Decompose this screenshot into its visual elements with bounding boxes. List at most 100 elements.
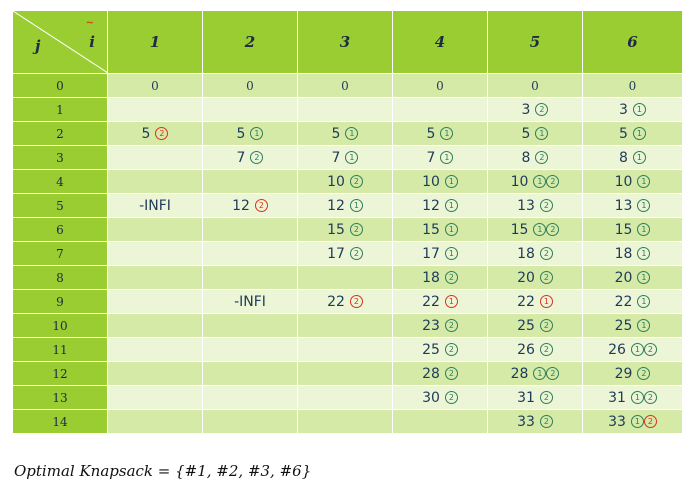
table-cell [297, 97, 393, 122]
cell-value: -INFI [139, 197, 171, 214]
cell-value: 15 [510, 221, 529, 238]
corner-header: j ~ i [12, 10, 108, 74]
item-marks: 1 [345, 127, 359, 140]
item-marks: 2 [349, 175, 363, 188]
table-cell [202, 169, 298, 194]
table-cell: 0 [582, 73, 683, 98]
circled-item-2-icon: 2 [444, 343, 458, 356]
diagonal-divider [13, 11, 108, 73]
table-cell [297, 313, 393, 338]
circled-item-1-icon: 1 [637, 319, 651, 332]
i-mark: ~ [85, 18, 94, 29]
cell-value: 5 [426, 125, 436, 142]
circled-item-2-icon: 2 [444, 367, 458, 380]
table-cell: 17 2 [297, 241, 393, 266]
item-marks: 2 [349, 247, 363, 260]
cell-value: 22 [327, 293, 345, 310]
row-header-j: 5 [12, 193, 108, 218]
table-cell: 26 1 2 [582, 337, 683, 362]
table-row: 13 30 2 31 2 31 1 2 [12, 385, 683, 410]
cell-value: 15 [327, 221, 345, 238]
circled-item-1-icon: 1 [630, 343, 644, 356]
circled-item-2-icon: 2 [539, 415, 553, 428]
circled-item-2-icon: 2 [444, 319, 458, 332]
cell-content: 10 2 [327, 174, 363, 190]
table-cell: 29 2 [582, 361, 683, 386]
cell-value: 17 [422, 245, 440, 262]
table-cell: 33 1 2 [582, 409, 683, 434]
circled-item-2-icon: 2 [643, 391, 657, 404]
table-cell: 22 2 [297, 289, 393, 314]
cell-value: 0 [151, 78, 159, 93]
cell-content: 25 2 [517, 318, 553, 334]
table-cell: 15 1 2 [487, 217, 583, 242]
table-cell: 0 [487, 73, 583, 98]
table-row: 9 -INFI 22 2 22 1 22 1 22 1 [12, 289, 683, 314]
row-header-j: 10 [12, 313, 108, 338]
cell-content: 13 1 [615, 198, 651, 214]
cell-content: 29 2 [615, 366, 651, 382]
cell-content: 10 1 [422, 174, 458, 190]
circled-item-1-icon: 1 [539, 295, 553, 308]
table-cell [107, 217, 203, 242]
table-cell: -INFI [107, 193, 203, 218]
table-cell [392, 97, 488, 122]
circled-item-1-icon: 1 [630, 391, 644, 404]
item-marks: 2 [250, 151, 264, 164]
circled-item-2-icon: 2 [539, 199, 553, 212]
column-header: 6 [582, 10, 683, 74]
item-marks: 1 [632, 151, 646, 164]
row-header-j: 2 [12, 121, 108, 146]
cell-value: 18 [422, 269, 440, 286]
cell-value: 20 [614, 269, 633, 286]
cell-value: 8 [619, 149, 628, 166]
circled-item-2-icon: 2 [539, 247, 553, 260]
cell-value: 7 [331, 149, 341, 166]
cell-value: 10 [422, 173, 440, 190]
circled-item-1-icon: 1 [632, 151, 646, 164]
item-marks: 1 [637, 199, 651, 212]
cell-value: 13 [517, 197, 535, 214]
table-cell [107, 241, 203, 266]
circled-item-1-icon: 1 [533, 367, 547, 380]
cell-value: 31 [517, 389, 535, 406]
cell-value: 26 [517, 341, 535, 358]
table-cell [202, 385, 298, 410]
item-marks: 1 [637, 223, 651, 236]
column-header: 4 [392, 10, 488, 74]
table-cell [202, 217, 298, 242]
table-row: 8 18 2 20 2 20 1 [12, 265, 683, 290]
item-marks: 1 [444, 247, 458, 260]
cell-content: 12 1 [327, 198, 363, 214]
item-marks: 1 [632, 103, 646, 116]
table-cell: 20 2 [487, 265, 583, 290]
cell-content: 28 1 2 [511, 366, 560, 382]
item-marks: 2 [349, 223, 363, 236]
cell-content: -INFI [234, 294, 266, 310]
circled-item-1-icon: 1 [533, 223, 547, 236]
circled-item-2-icon: 2 [444, 271, 458, 284]
row-header-j: 6 [12, 217, 108, 242]
circled-item-2-icon: 2 [546, 223, 560, 236]
cell-content: 10 1 2 [511, 174, 560, 190]
table-cell [202, 265, 298, 290]
circled-item-1-icon: 1 [349, 199, 363, 212]
cell-content: 22 1 [517, 294, 553, 310]
cell-content: 30 2 [422, 390, 458, 406]
circled-item-1-icon: 1 [637, 199, 651, 212]
table-cell: 15 2 [297, 217, 393, 242]
cell-content: 17 1 [422, 246, 458, 262]
item-marks: 2 [155, 127, 169, 140]
table-cell: 25 2 [487, 313, 583, 338]
